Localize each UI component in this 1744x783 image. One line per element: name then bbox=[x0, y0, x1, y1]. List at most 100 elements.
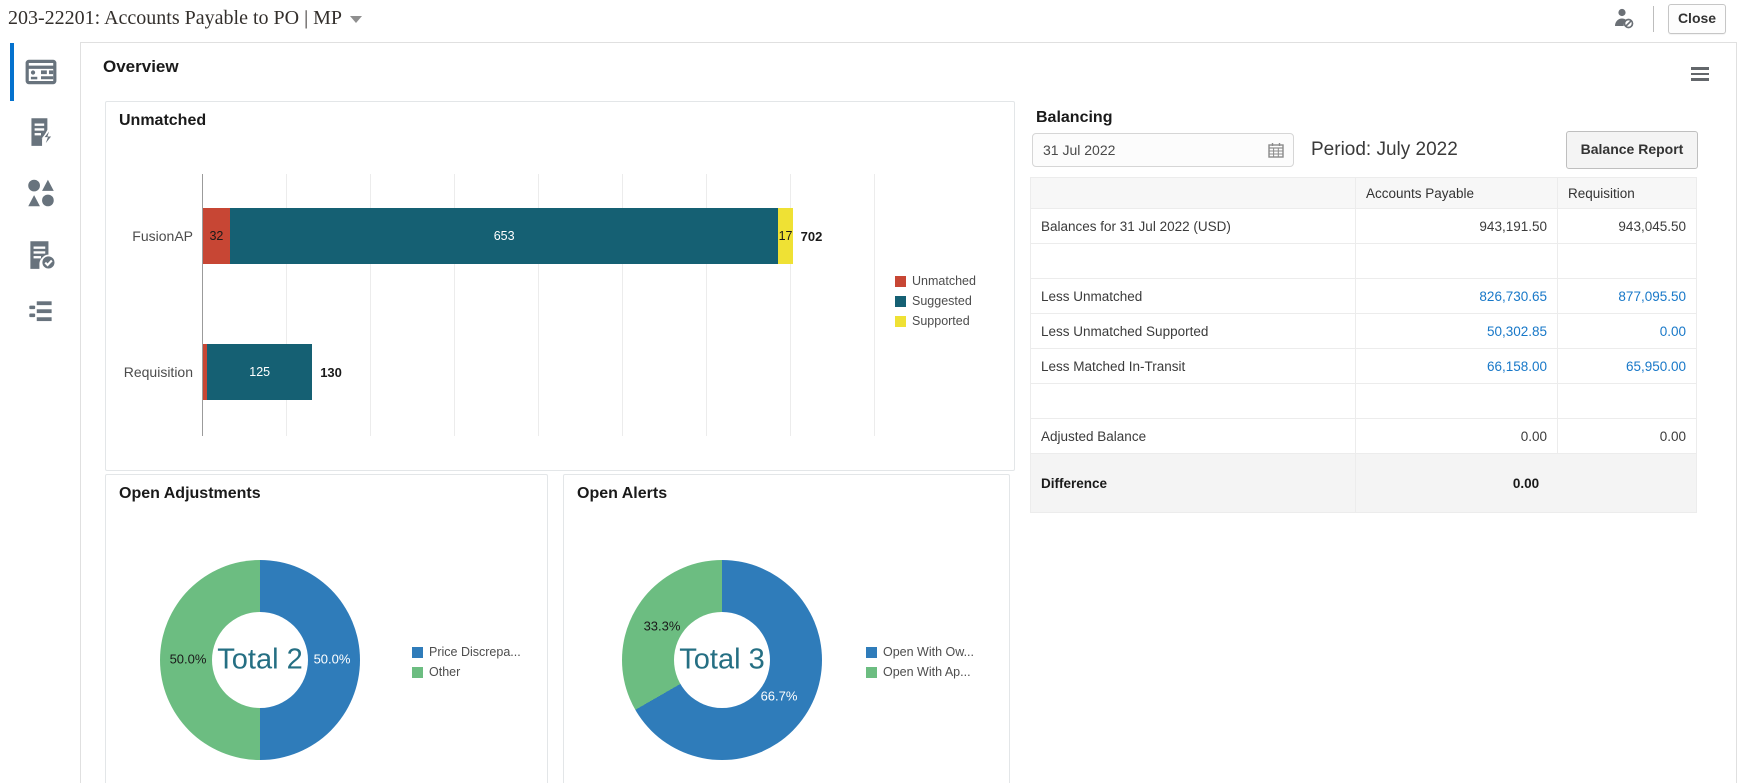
open-adjustments-title: Open Adjustments bbox=[119, 485, 261, 502]
slice-label-price-discrepancy: 50.0% bbox=[313, 651, 351, 667]
sidebar-item-adjustments[interactable] bbox=[24, 296, 58, 330]
selected-indicator bbox=[10, 43, 14, 101]
legend-swatch-icon bbox=[895, 315, 906, 327]
unmatched-panel: Unmatched FusionAP 32 653 17 702 Requisition 1… bbox=[105, 101, 1015, 471]
row-label: Less Unmatched Supported bbox=[1030, 313, 1356, 349]
open-alerts-legend: Open With Ow... Open With Ap... bbox=[866, 645, 974, 679]
bar-fusionap: 32 653 17 702 bbox=[203, 208, 822, 264]
main-content: Overview Unmatched FusionAP 32 653 17 702 Req… bbox=[80, 42, 1737, 783]
value-cell bbox=[1557, 383, 1697, 419]
bar-segment-suggested[interactable]: 653 bbox=[229, 208, 779, 264]
donut-hole bbox=[212, 612, 308, 708]
drill-link[interactable]: 66,158.00 bbox=[1355, 348, 1558, 384]
donut-hole bbox=[674, 612, 770, 708]
open-alerts-chart: Total 3 33.3% 66.7% bbox=[622, 560, 822, 760]
legend-swatch-icon bbox=[866, 666, 877, 678]
hamburger-menu-icon[interactable] bbox=[1691, 67, 1709, 81]
sidebar-item-overview[interactable] bbox=[10, 43, 58, 101]
close-button[interactable]: Close bbox=[1668, 4, 1726, 34]
difference-label: Difference bbox=[1030, 453, 1356, 513]
sidebar bbox=[0, 42, 80, 783]
column-header bbox=[1030, 177, 1356, 209]
open-alerts-total-label: Total 3 bbox=[679, 643, 765, 676]
table-row: Less Unmatched 826,730.65 877,095.50 bbox=[1030, 278, 1697, 314]
top-bar: 203-22201: Accounts Payable to PO | MP C… bbox=[0, 0, 1744, 42]
slice-label-open-with-owner: 66.7% bbox=[760, 688, 798, 704]
difference-value: 0.00 bbox=[1355, 453, 1697, 513]
row-label: Less Unmatched bbox=[1030, 278, 1356, 314]
table-row: Adjusted Balance 0.00 0.00 bbox=[1030, 418, 1697, 454]
value-cell bbox=[1557, 243, 1697, 279]
drill-link[interactable]: 826,730.65 bbox=[1355, 278, 1558, 314]
row-label: Less Matched In-Transit bbox=[1030, 348, 1356, 384]
slice-label-other: 50.0% bbox=[169, 651, 207, 667]
value-cell: 943,045.50 bbox=[1557, 208, 1697, 244]
column-header: Requisition bbox=[1557, 177, 1697, 209]
value-cell: 0.00 bbox=[1355, 418, 1558, 454]
document-check-icon bbox=[30, 241, 57, 271]
legend-label: Suggested bbox=[912, 294, 972, 308]
bar-segment-unmatched[interactable] bbox=[203, 344, 208, 400]
value-cell: 943,191.50 bbox=[1355, 208, 1558, 244]
unmatched-legend: Unmatched Suggested Supported bbox=[895, 274, 976, 328]
balance-report-button[interactable]: Balance Report bbox=[1566, 131, 1698, 169]
toolbar-divider bbox=[1653, 6, 1654, 32]
value-cell bbox=[1355, 383, 1558, 419]
balance-date-input[interactable]: 31 Jul 2022 bbox=[1032, 133, 1294, 167]
legend-swatch-icon bbox=[895, 275, 906, 287]
empty-cell bbox=[1030, 243, 1356, 279]
calendar-icon[interactable] bbox=[1268, 142, 1284, 158]
bar-total-label: 702 bbox=[800, 228, 823, 244]
table-row: Less Unmatched Supported 50,302.85 0.00 bbox=[1030, 313, 1697, 349]
legend-swatch-icon bbox=[412, 666, 423, 678]
bar-total-label: 130 bbox=[320, 364, 342, 380]
row-label: Adjusted Balance bbox=[1030, 418, 1356, 454]
open-adjustments-panel: Open Adjustments Total 2 50.0% 50.0% Pri… bbox=[105, 474, 548, 783]
open-alerts-panel: Open Alerts Total 3 33.3% 66.7% Open Wit… bbox=[563, 474, 1010, 783]
legend-label: Supported bbox=[912, 314, 970, 328]
value-cell: 0.00 bbox=[1557, 418, 1697, 454]
user-access-icon[interactable] bbox=[1612, 6, 1636, 30]
reconciliation-title: 203-22201: Accounts Payable to PO | MP bbox=[8, 7, 362, 30]
unmatched-plot[interactable]: FusionAP 32 653 17 702 Requisition 125 130 bbox=[124, 174, 875, 436]
open-alerts-title: Open Alerts bbox=[577, 485, 668, 502]
balance-date-value: 31 Jul 2022 bbox=[1043, 142, 1116, 158]
drill-link[interactable]: 50,302.85 bbox=[1355, 313, 1558, 349]
bar-segment-unmatched[interactable]: 32 bbox=[203, 208, 230, 264]
legend-item-open-with-ap: Open With Ap... bbox=[866, 665, 974, 679]
bar-requisition: 125 130 bbox=[203, 344, 342, 400]
column-header: Accounts Payable bbox=[1355, 177, 1558, 209]
dropdown-caret-icon[interactable] bbox=[350, 15, 362, 23]
legend-label: Open With Ap... bbox=[883, 665, 971, 679]
legend-swatch-icon bbox=[866, 646, 877, 658]
legend-item-other: Other bbox=[412, 665, 521, 679]
sidebar-item-matches[interactable] bbox=[24, 176, 58, 210]
balancing-table: Accounts Payable Requisition Balances for… bbox=[1030, 177, 1697, 513]
legend-item-open-with-ow: Open With Ow... bbox=[866, 645, 974, 659]
reconciliation-title-text: 203-22201: Accounts Payable to PO | MP bbox=[8, 7, 342, 29]
overview-dashboard-icon bbox=[25, 59, 57, 85]
bar-category-label: FusionAP bbox=[132, 228, 193, 244]
table-row: Less Matched In-Transit 66,158.00 65,950.0… bbox=[1030, 348, 1697, 384]
table-row: Difference 0.00 bbox=[1030, 453, 1697, 513]
open-adjustments-total-label: Total 2 bbox=[217, 643, 303, 676]
balancing-panel: Balancing 31 Jul 2022 Period: July 2022 … bbox=[1030, 101, 1714, 513]
bar-segment-suggested[interactable]: 125 bbox=[207, 344, 313, 400]
legend-item-unmatched: Unmatched bbox=[895, 274, 976, 288]
legend-item-supported: Supported bbox=[895, 314, 976, 328]
balancing-title: Balancing bbox=[1036, 109, 1113, 126]
table-row: Balances for 31 Jul 2022 (USD) 943,191.50… bbox=[1030, 208, 1697, 244]
drill-link[interactable]: 65,950.00 bbox=[1557, 348, 1697, 384]
legend-swatch-icon bbox=[412, 646, 423, 658]
table-row bbox=[1030, 383, 1697, 419]
sidebar-item-transactions[interactable] bbox=[24, 115, 58, 149]
open-adjustments-chart: Total 2 50.0% 50.0% bbox=[160, 560, 360, 760]
sidebar-item-audit[interactable] bbox=[24, 238, 58, 272]
drill-link[interactable]: 0.00 bbox=[1557, 313, 1697, 349]
legend-item-price-discrepa: Price Discrepa... bbox=[412, 645, 521, 659]
legend-label: Open With Ow... bbox=[883, 645, 975, 659]
row-label: Balances for 31 Jul 2022 (USD) bbox=[1030, 208, 1356, 244]
drill-link[interactable]: 877,095.50 bbox=[1557, 278, 1697, 314]
bar-segment-supported[interactable]: 17 bbox=[778, 208, 793, 264]
